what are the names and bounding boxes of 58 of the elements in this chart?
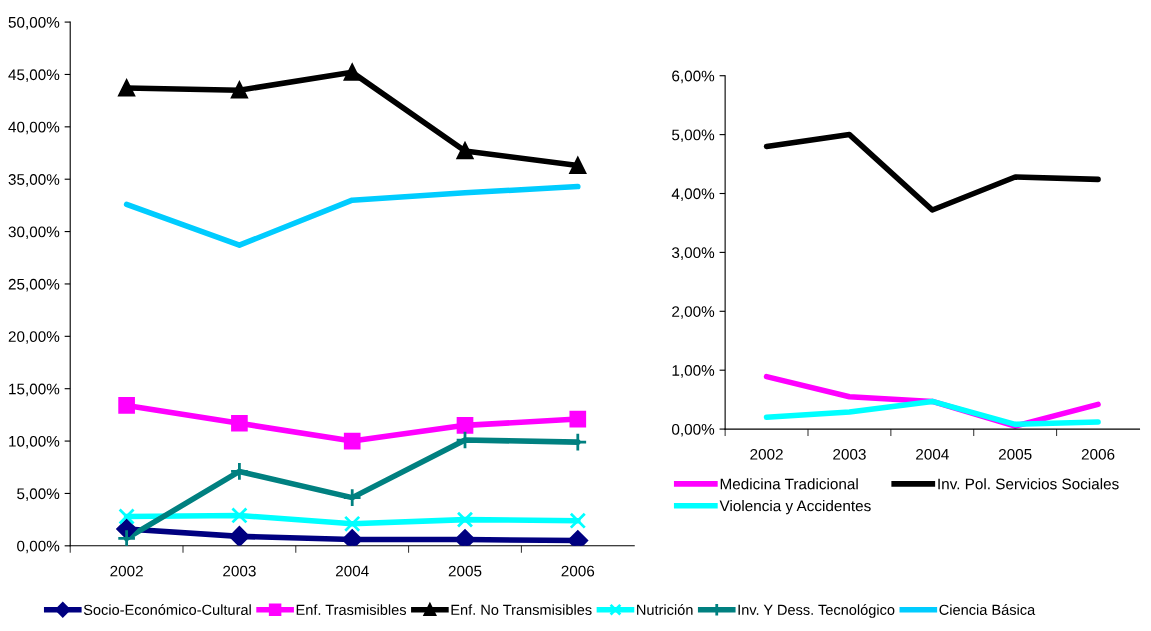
y-tick-label: 50,00% [8,16,60,30]
point [454,529,476,546]
y-tick-label: 10,00% [9,435,60,449]
point [229,526,250,546]
y-tick-label: 4,00% [671,188,715,201]
point [343,515,361,533]
y-tick-label: 25,00% [8,278,60,292]
x-tick-label: 2004 [916,448,949,460]
point [118,397,135,414]
point [231,414,248,432]
legend-label: Inv. Pol. Servicios Sociales [938,478,1119,490]
point [456,511,474,528]
legend-label: Medicina Tradicional [720,478,858,490]
point [231,507,248,524]
y-tick-label: 15,00% [9,383,60,397]
x-tick-label: 2002 [750,448,783,460]
point [231,81,248,99]
point [116,528,137,546]
y-tick-label: 35,00% [8,174,60,187]
x-tick-label: 2006 [1081,448,1115,460]
y-tick-label: 2,00% [672,306,715,319]
point [569,410,587,428]
x-tick-label: 2005 [448,565,482,577]
y-tick-label: 3,00% [671,247,715,260]
point [569,157,587,174]
point [569,512,587,530]
y-tick-label: 0,00% [671,423,715,437]
y-tick-label: 45,00% [8,69,60,82]
y-tick-label: 30,00% [8,226,60,240]
legend-label: Inv. Y Dess. Tecnológico [738,604,895,618]
point [342,487,362,508]
point [118,508,135,525]
legend-label: Ciencia Básica [939,604,1036,615]
y-tick-label: 5,00% [17,488,60,501]
x-tick-label: 2004 [335,565,369,577]
point [456,142,474,160]
y-tick-label: 5,00% [672,129,715,143]
point [118,79,135,97]
y-tick-label: 40,00% [8,121,60,135]
point [229,461,250,482]
legend-label: Nutrición [637,604,693,615]
point [341,529,363,546]
x-tick-label: 2003 [833,448,866,460]
x-tick-label: 2003 [223,565,256,577]
legend-label: Violencia y Accidentes [719,500,871,515]
x-tick-label: 2002 [110,565,143,577]
y-tick-label: 6,00% [672,70,715,84]
x-tick-label: 2006 [561,565,595,577]
y-tick-label: 1,00% [672,365,715,378]
point [343,64,361,81]
x-tick-label: 2005 [998,448,1032,460]
y-tick-label: 20,00% [8,331,60,344]
point [343,432,361,450]
legend-label: Enf. Trasmisibles [296,604,407,615]
point [456,417,474,434]
legend-label: Socio-Económico-Cultural [83,604,251,615]
y-tick-label: 0,00% [17,540,60,554]
legend-label: Enf. No Transmisibles [451,604,592,615]
